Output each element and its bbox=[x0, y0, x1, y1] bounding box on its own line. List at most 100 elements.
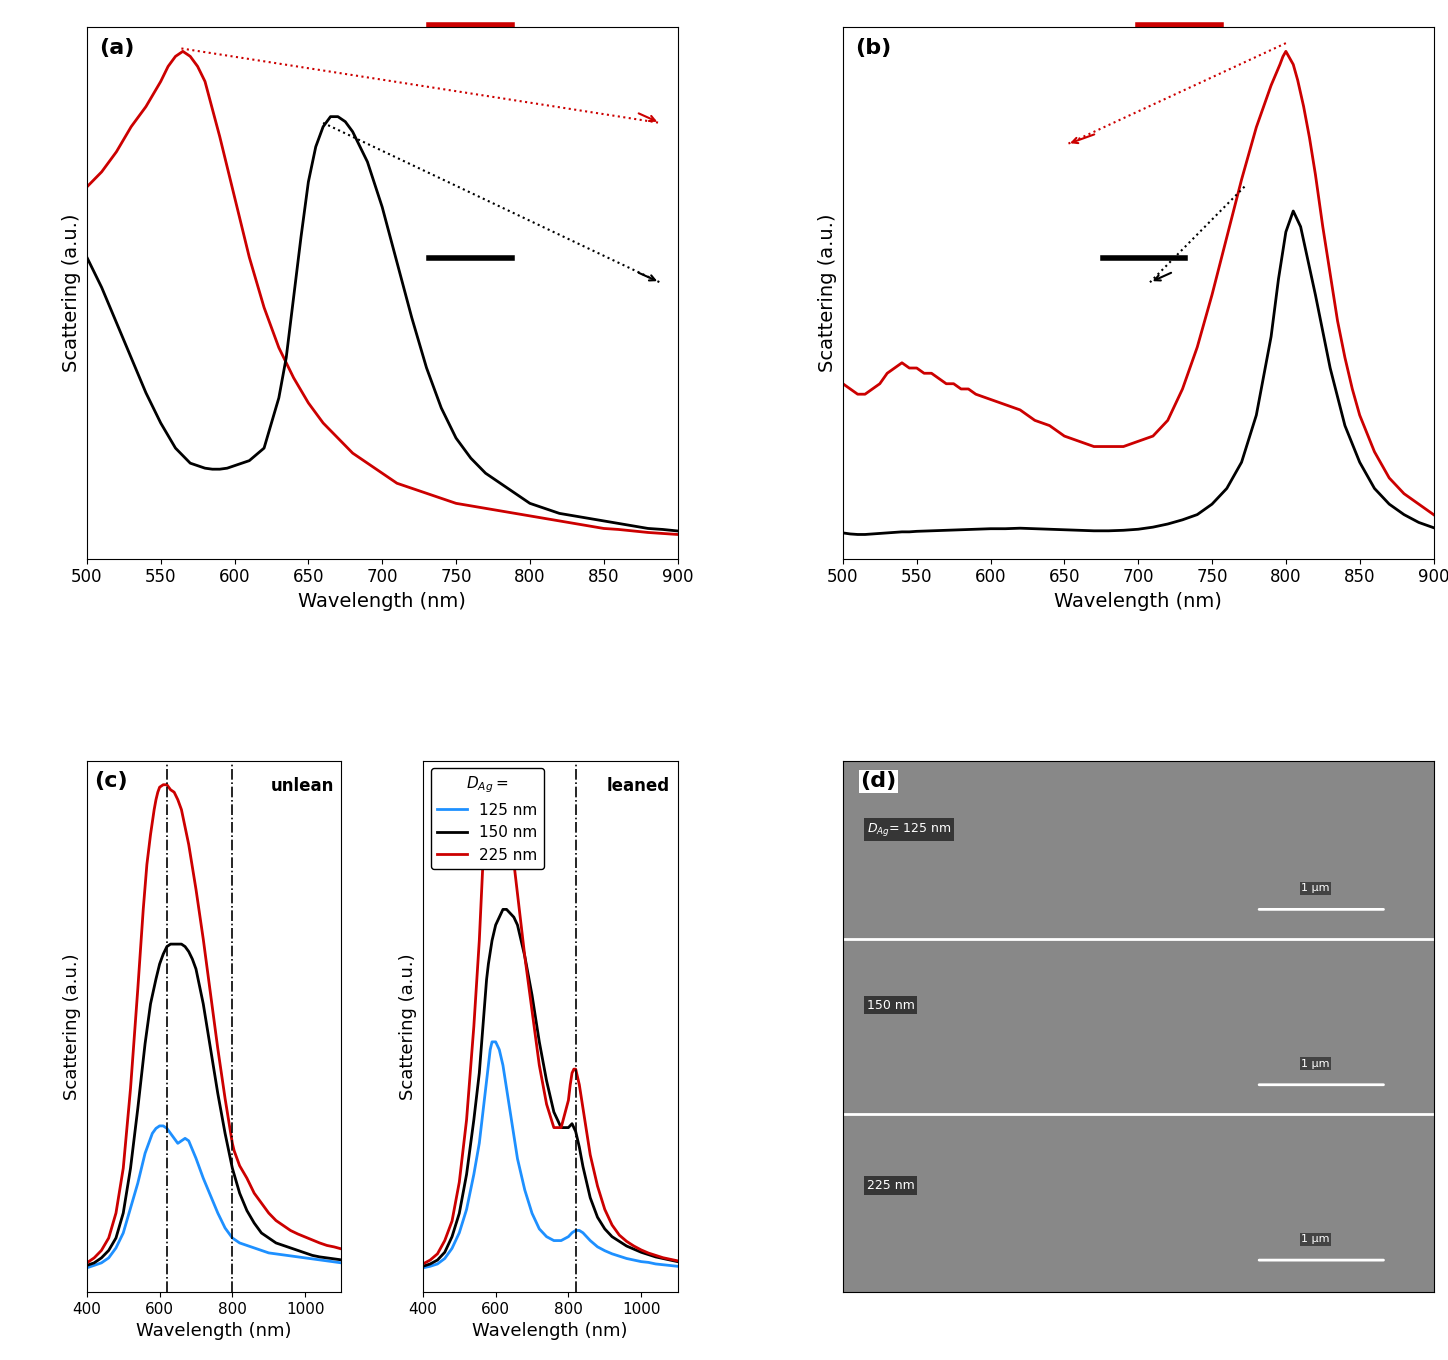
150 nm bbox=[571, 1138, 588, 1155]
Text: (a): (a) bbox=[98, 38, 135, 58]
125 nm bbox=[443, 1240, 460, 1257]
Line: 225 nm: 225 nm bbox=[423, 785, 678, 1263]
225 nm bbox=[421, 1253, 439, 1269]
225 nm bbox=[640, 1244, 657, 1261]
225 nm bbox=[544, 1119, 562, 1136]
225 nm bbox=[429, 1246, 446, 1262]
125 nm bbox=[604, 1246, 621, 1262]
150 nm bbox=[640, 1246, 657, 1262]
125 nm bbox=[458, 1201, 475, 1217]
150 nm bbox=[654, 1250, 672, 1266]
150 nm bbox=[491, 908, 508, 925]
150 nm bbox=[633, 1244, 650, 1261]
150 nm bbox=[662, 1253, 679, 1269]
125 nm bbox=[647, 1255, 665, 1272]
225 nm bbox=[669, 1253, 686, 1269]
125 nm bbox=[654, 1257, 672, 1273]
225 nm bbox=[575, 1100, 592, 1117]
225 nm bbox=[479, 792, 497, 808]
225 nm bbox=[662, 1251, 679, 1268]
125 nm bbox=[487, 1034, 504, 1050]
125 nm bbox=[484, 1034, 501, 1050]
125 nm bbox=[575, 1224, 592, 1240]
125 nm bbox=[662, 1258, 679, 1274]
225 nm bbox=[654, 1250, 672, 1266]
Text: 1 μm: 1 μm bbox=[1302, 1059, 1329, 1069]
150 nm bbox=[443, 1228, 460, 1244]
225 nm bbox=[458, 1111, 475, 1127]
125 nm bbox=[669, 1258, 686, 1274]
125 nm bbox=[436, 1250, 453, 1266]
X-axis label: Wavelength (nm): Wavelength (nm) bbox=[1054, 592, 1222, 611]
225 nm bbox=[553, 1119, 571, 1136]
150 nm bbox=[544, 1104, 562, 1121]
225 nm bbox=[414, 1255, 432, 1272]
125 nm bbox=[515, 1182, 533, 1198]
225 nm bbox=[565, 1061, 582, 1077]
150 nm bbox=[669, 1254, 686, 1270]
150 nm bbox=[450, 1205, 468, 1221]
225 nm bbox=[450, 1174, 468, 1190]
150 nm bbox=[563, 1115, 581, 1132]
125 nm bbox=[633, 1254, 650, 1270]
125 nm bbox=[530, 1221, 547, 1238]
150 nm bbox=[478, 971, 495, 987]
150 nm bbox=[498, 902, 515, 918]
225 nm bbox=[436, 1232, 453, 1248]
125 nm bbox=[589, 1239, 607, 1255]
125 nm bbox=[553, 1232, 571, 1248]
225 nm bbox=[491, 781, 508, 797]
150 nm bbox=[508, 917, 526, 933]
225 nm bbox=[618, 1234, 636, 1250]
125 nm bbox=[494, 1057, 511, 1073]
150 nm bbox=[604, 1228, 621, 1244]
125 nm bbox=[582, 1232, 599, 1248]
Y-axis label: Scattering (a.u.): Scattering (a.u.) bbox=[400, 953, 417, 1100]
225 nm bbox=[471, 933, 488, 949]
150 nm bbox=[484, 933, 501, 949]
150 nm bbox=[523, 987, 540, 1004]
125 nm bbox=[450, 1224, 468, 1240]
150 nm bbox=[414, 1258, 432, 1274]
Line: 125 nm: 125 nm bbox=[423, 1042, 678, 1268]
Y-axis label: Scattering (a.u.): Scattering (a.u.) bbox=[64, 953, 81, 1100]
225 nm bbox=[571, 1077, 588, 1093]
150 nm bbox=[611, 1234, 628, 1250]
225 nm bbox=[626, 1238, 643, 1254]
125 nm bbox=[537, 1228, 555, 1244]
125 nm bbox=[618, 1250, 636, 1266]
Text: $D_{Ag}$= 125 nm: $D_{Ag}$= 125 nm bbox=[866, 821, 951, 838]
225 nm bbox=[508, 885, 526, 902]
125 nm bbox=[482, 1042, 500, 1058]
150 nm bbox=[479, 956, 497, 972]
125 nm bbox=[640, 1254, 657, 1270]
225 nm bbox=[530, 1057, 547, 1073]
125 nm bbox=[544, 1232, 562, 1248]
225 nm bbox=[494, 792, 511, 808]
225 nm bbox=[482, 785, 500, 801]
125 nm bbox=[560, 1228, 578, 1244]
125 nm bbox=[478, 1073, 495, 1089]
125 nm bbox=[471, 1136, 488, 1152]
125 nm bbox=[611, 1248, 628, 1265]
225 nm bbox=[523, 1002, 540, 1019]
225 nm bbox=[485, 777, 502, 793]
150 nm bbox=[471, 1065, 488, 1081]
Text: unlean: unlean bbox=[271, 777, 334, 794]
Line: 150 nm: 150 nm bbox=[423, 910, 678, 1266]
125 nm bbox=[501, 1104, 518, 1121]
125 nm bbox=[429, 1255, 446, 1272]
Text: (b): (b) bbox=[854, 38, 891, 58]
225 nm bbox=[476, 831, 494, 847]
X-axis label: Wavelength (nm): Wavelength (nm) bbox=[298, 592, 466, 611]
125 nm bbox=[563, 1224, 581, 1240]
125 nm bbox=[421, 1258, 439, 1274]
225 nm bbox=[498, 808, 515, 824]
150 nm bbox=[560, 1119, 578, 1136]
150 nm bbox=[436, 1244, 453, 1261]
150 nm bbox=[501, 906, 518, 922]
Text: 1 μm: 1 μm bbox=[1302, 884, 1329, 894]
225 nm bbox=[484, 781, 501, 797]
125 nm bbox=[523, 1205, 540, 1221]
Text: leaned: leaned bbox=[607, 777, 670, 794]
